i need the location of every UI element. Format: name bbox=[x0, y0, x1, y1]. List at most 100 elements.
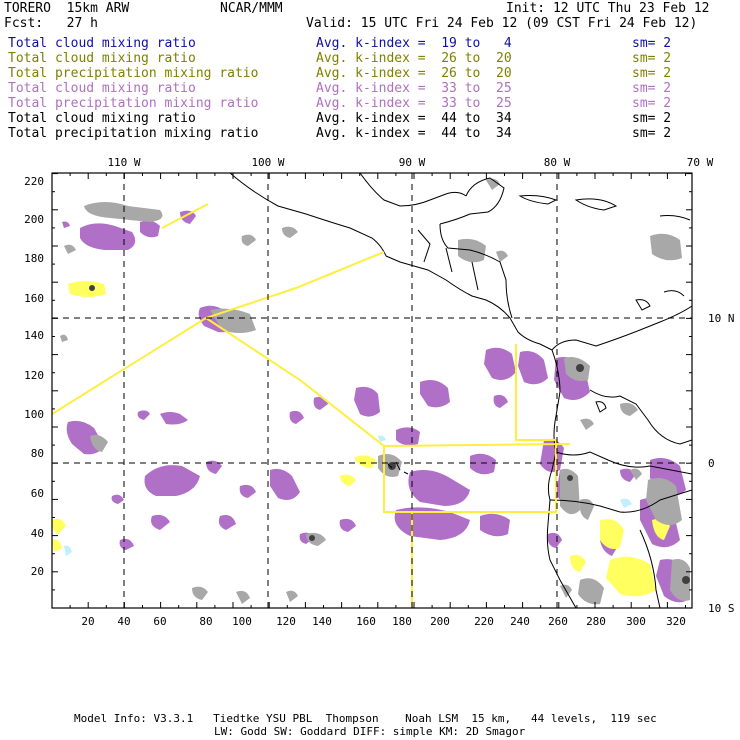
purple-area bbox=[547, 532, 562, 548]
longitude-label: 90 W bbox=[399, 156, 426, 169]
gray-area bbox=[84, 202, 163, 222]
physics-info: LW: Godd SW: Goddard DIFF: simple KM: 2D… bbox=[214, 725, 526, 738]
legend-sm: sm= 2 bbox=[632, 81, 672, 96]
y-tick-label: 140 bbox=[24, 329, 44, 342]
yellow-area bbox=[52, 518, 66, 534]
dark-core bbox=[89, 285, 95, 291]
x-tick-label: 200 bbox=[430, 615, 450, 628]
mexico-pacific-coast bbox=[229, 173, 387, 257]
purple-area bbox=[470, 453, 496, 475]
purple-area bbox=[111, 494, 124, 504]
lake bbox=[595, 401, 607, 413]
legend-kindex: Avg. k-index = 26 to 20 bbox=[316, 66, 512, 81]
domain-boundary bbox=[161, 203, 209, 229]
mexico-gulf-coast bbox=[359, 173, 467, 207]
x-tick-label: 240 bbox=[510, 615, 530, 628]
purple-area bbox=[480, 513, 510, 537]
longitude-label: 80 W bbox=[544, 156, 571, 169]
purple-area bbox=[396, 427, 420, 446]
nested-domain-boundaries bbox=[52, 203, 571, 608]
gray-area bbox=[90, 434, 108, 452]
legend-sm: sm= 2 bbox=[632, 36, 672, 51]
gray-area bbox=[578, 578, 604, 605]
y-tick-label: 40 bbox=[31, 527, 44, 540]
country-border bbox=[417, 229, 431, 263]
gray-area bbox=[650, 233, 682, 261]
dark-core bbox=[309, 535, 315, 541]
yellow-area bbox=[68, 281, 106, 297]
y-tick-label: 60 bbox=[31, 487, 44, 500]
purple-area bbox=[313, 396, 328, 410]
legend-field: Total cloud mixing ratio bbox=[8, 36, 196, 51]
gray-area bbox=[64, 244, 76, 254]
gray-area bbox=[486, 178, 500, 190]
coastlines bbox=[229, 173, 692, 608]
x-tick-label: 80 bbox=[199, 615, 212, 628]
y-tick-label: 100 bbox=[24, 408, 44, 421]
yellow-area bbox=[354, 455, 376, 468]
gray-area bbox=[580, 418, 594, 430]
domain-boundary bbox=[383, 443, 571, 447]
y-tick-label: 20 bbox=[31, 565, 44, 578]
purple-area bbox=[394, 507, 470, 540]
graticule bbox=[52, 173, 692, 608]
legend-kindex: Avg. k-index = 44 to 34 bbox=[316, 111, 512, 126]
legend-sm: sm= 2 bbox=[632, 66, 672, 81]
x-tick-label: 180 bbox=[392, 615, 412, 628]
y-tick-label: 80 bbox=[31, 447, 44, 460]
legend-sm: sm= 2 bbox=[632, 51, 672, 66]
purple-area bbox=[289, 410, 304, 424]
legend-field: Total precipitation mixing ratio bbox=[8, 126, 259, 141]
gray-area bbox=[236, 590, 250, 604]
legend-kindex: Avg. k-index = 33 to 25 bbox=[316, 96, 512, 111]
yellow-area bbox=[606, 556, 656, 597]
legend-sm: sm= 2 bbox=[632, 96, 672, 111]
country-border bbox=[471, 261, 479, 291]
purple-area bbox=[518, 351, 548, 385]
dark-core bbox=[576, 364, 584, 372]
x-tick-label: 100 bbox=[232, 615, 252, 628]
x-tick-label: 260 bbox=[548, 615, 568, 628]
longitude-label: 70 W bbox=[687, 156, 714, 169]
y-tick-label: 120 bbox=[24, 369, 44, 382]
x-tick-label: 280 bbox=[586, 615, 606, 628]
map-fields bbox=[52, 173, 692, 608]
yellow-area bbox=[570, 554, 586, 572]
x-tick-label: 120 bbox=[276, 615, 296, 628]
domain-boundary bbox=[205, 317, 557, 513]
gray-area bbox=[560, 468, 580, 515]
dark-core bbox=[567, 475, 573, 481]
longitude-label: 110 W bbox=[107, 156, 140, 169]
x-tick-label: 40 bbox=[117, 615, 130, 628]
legend-field: Total precipitation mixing ratio bbox=[8, 66, 259, 81]
purple-area bbox=[137, 410, 150, 420]
central-america bbox=[385, 255, 553, 351]
purple-area bbox=[270, 468, 300, 500]
latitude-label: 0 bbox=[708, 457, 715, 470]
island bbox=[574, 198, 618, 211]
x-tick-label: 60 bbox=[153, 615, 166, 628]
y-tick-label: 160 bbox=[24, 292, 44, 305]
yucatan bbox=[439, 177, 505, 225]
cyan-area bbox=[64, 545, 72, 556]
gray-area bbox=[286, 590, 298, 602]
purple-area bbox=[218, 515, 236, 530]
grid-ticks bbox=[52, 173, 692, 608]
purple-area bbox=[420, 380, 450, 408]
purple-area bbox=[62, 221, 70, 228]
country-border bbox=[589, 389, 692, 445]
purple-area bbox=[160, 412, 188, 425]
purple-area bbox=[151, 514, 170, 530]
model-name: TORERO 15km ARW bbox=[4, 1, 130, 16]
south-america-coast bbox=[551, 305, 692, 351]
country-border bbox=[555, 451, 692, 475]
yellow-area bbox=[52, 539, 62, 552]
purple-area bbox=[484, 347, 516, 380]
country-border bbox=[445, 247, 453, 273]
x-tick-label: 320 bbox=[666, 615, 686, 628]
dark-core bbox=[682, 576, 690, 584]
gray-area bbox=[620, 402, 638, 416]
x-tick-label: 160 bbox=[356, 615, 376, 628]
gray-area bbox=[306, 532, 326, 546]
